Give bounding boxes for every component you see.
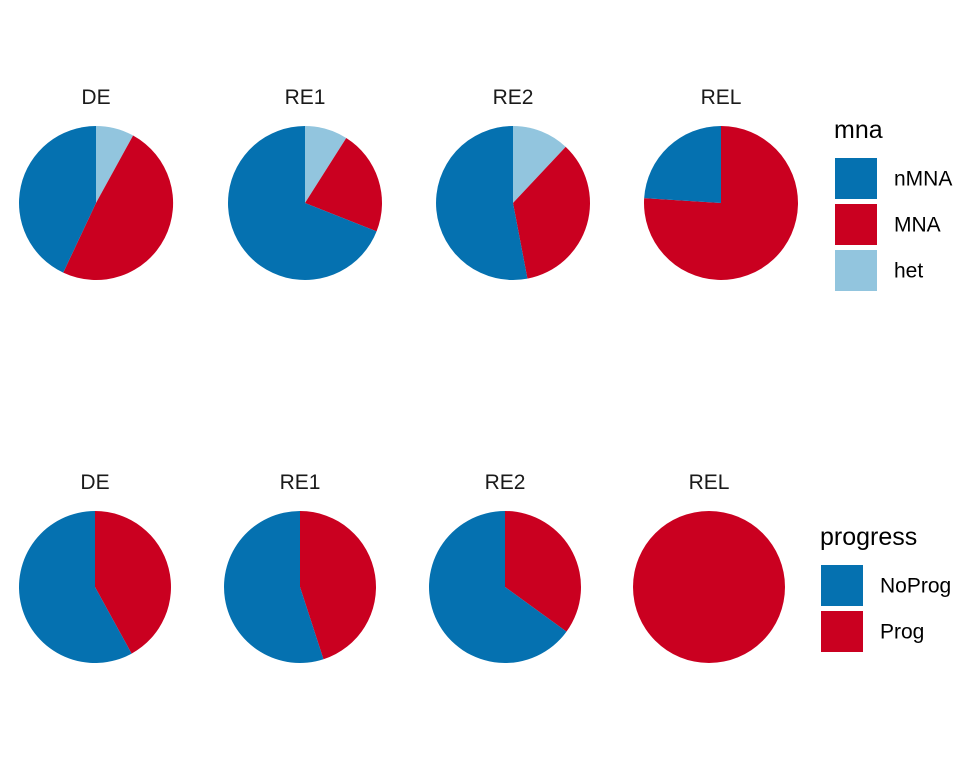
pie-slice-nmna	[227, 126, 377, 281]
facet-re2: RE2	[429, 471, 582, 663]
legend-title: progress	[820, 523, 917, 551]
pie-slice-noprog	[224, 511, 324, 664]
facet-title: RE1	[280, 471, 321, 494]
pie-slice-nmna	[436, 126, 528, 281]
legend-mna: mna nMNA MNA het	[834, 116, 952, 291]
facet-title: DE	[80, 471, 109, 494]
pie-slice-prog	[95, 511, 171, 654]
legend-label-nmna: nMNA	[894, 168, 952, 191]
legend-progress: progress NoProg Prog	[820, 523, 951, 652]
legend-key-prog	[821, 611, 863, 652]
facet-title: RE2	[493, 86, 534, 109]
facet-re1: RE1	[227, 86, 382, 281]
pie-slice-mna	[305, 137, 382, 232]
facet-title: REL	[701, 86, 742, 109]
pie-slice-prog	[505, 511, 582, 632]
pie-slice-het	[305, 126, 347, 203]
pie-slice-nmna	[644, 126, 721, 203]
pie-slice-prog	[633, 511, 785, 663]
facet-title: RE1	[285, 86, 326, 109]
pie-slice-het	[513, 126, 566, 203]
pie-slice-noprog	[429, 511, 567, 663]
pie-slice-prog	[300, 510, 377, 660]
pie-slice-noprog	[18, 511, 132, 663]
facet-de: DE	[18, 86, 174, 281]
facet-rel: REL	[643, 86, 798, 281]
legend-key-mna	[835, 204, 877, 245]
pie-slice-nmna	[18, 125, 96, 273]
legend-key-nmna	[835, 158, 877, 199]
facet-de: DE	[18, 471, 171, 663]
legend-label-het: het	[894, 260, 923, 283]
legend-label-prog: Prog	[880, 621, 924, 644]
facet-re2: RE2	[436, 86, 591, 281]
pie-slice-mna	[513, 146, 591, 279]
pie-panel-mna: DE RE1 RE2 REL mna nMNA MNA het	[18, 86, 952, 291]
legend-key-het	[835, 250, 877, 291]
pie-slice-mna	[63, 135, 174, 281]
legend-label-mna: MNA	[894, 214, 941, 237]
facet-title: DE	[81, 86, 110, 109]
facet-re1: RE1	[224, 471, 377, 664]
pie-panel-progress: DE RE1 RE2 REL progress NoProg Prog	[18, 471, 951, 664]
legend-title: mna	[834, 116, 883, 144]
legend-label-noprog: NoProg	[880, 575, 951, 598]
facet-rel: REL	[633, 471, 785, 663]
pie-slice-mna	[643, 126, 798, 281]
legend-key-noprog	[821, 565, 863, 606]
facet-title: RE2	[485, 471, 526, 494]
facet-title: REL	[689, 471, 730, 494]
pie-slice-het	[96, 125, 134, 203]
